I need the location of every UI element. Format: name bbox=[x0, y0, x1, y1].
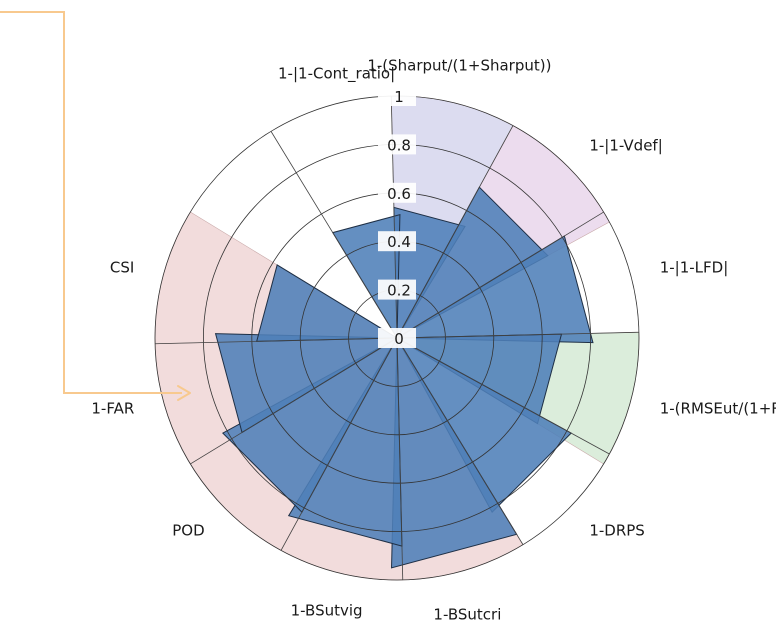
axis-label-pod: POD bbox=[172, 521, 204, 539]
axis-label-1-drps: 1-DRPS bbox=[589, 521, 645, 539]
axis-label-1-1-lfd: 1-|1-LFD| bbox=[660, 259, 729, 277]
axis-label-1-1-vdef: 1-|1-Vdef| bbox=[589, 137, 662, 155]
tick-label-bg bbox=[378, 279, 416, 300]
axis-label-1-sharput-1-sharput: 1-(Sharput/(1+Sharput)) bbox=[367, 56, 551, 74]
axis-label-csi: CSI bbox=[110, 259, 134, 277]
annotation-arrowhead bbox=[177, 385, 191, 401]
grid-spoke bbox=[396, 337, 524, 545]
tick-label-bg bbox=[378, 231, 416, 252]
grid-spoke bbox=[270, 131, 398, 339]
tick-label: 0.4 bbox=[387, 233, 411, 251]
axis-label-1-bsutvig: 1-BSutvig bbox=[291, 602, 363, 620]
tick-label-bg bbox=[378, 328, 416, 348]
grid-spoke bbox=[396, 337, 404, 580]
grid-spoke bbox=[396, 337, 610, 455]
axis-label-1-1-cont-ratio: 1-|1-Cont_ratio| bbox=[278, 64, 395, 83]
tick-label-bg bbox=[378, 182, 416, 203]
tick-label: 0 bbox=[394, 330, 404, 348]
grid-spoke bbox=[396, 125, 514, 339]
grid-spoke bbox=[190, 337, 398, 465]
grid-spoke bbox=[155, 337, 398, 345]
tick-label-bg bbox=[378, 86, 416, 106]
tick-label: 0.6 bbox=[387, 185, 411, 203]
annotation-line bbox=[0, 11, 182, 394]
tick-label: 0.2 bbox=[387, 282, 411, 300]
grid-spoke bbox=[280, 337, 398, 551]
grid-spoke bbox=[396, 331, 639, 339]
axis-label-1-rmseut-1-rmseut: 1-(RMSEut/(1+RMSEut) bbox=[660, 399, 776, 417]
axis-label-1-bsutcri: 1-BSutcri bbox=[433, 606, 501, 624]
tick-label: 0.8 bbox=[387, 136, 411, 154]
axis-label-1-far: 1-FAR bbox=[91, 399, 134, 417]
grid-spoke bbox=[396, 211, 604, 339]
annotation-arrow bbox=[0, 11, 191, 401]
axis-labels: 1-(Sharput/(1+Sharput)) 1-|1-Vdef| 1-|1-LF… bbox=[91, 56, 776, 623]
tick-label: 1 bbox=[394, 88, 404, 106]
tick-label-bg bbox=[378, 134, 416, 155]
tick-labels: 0 0.2 0.4 0.6 0.8 1 bbox=[378, 86, 416, 348]
